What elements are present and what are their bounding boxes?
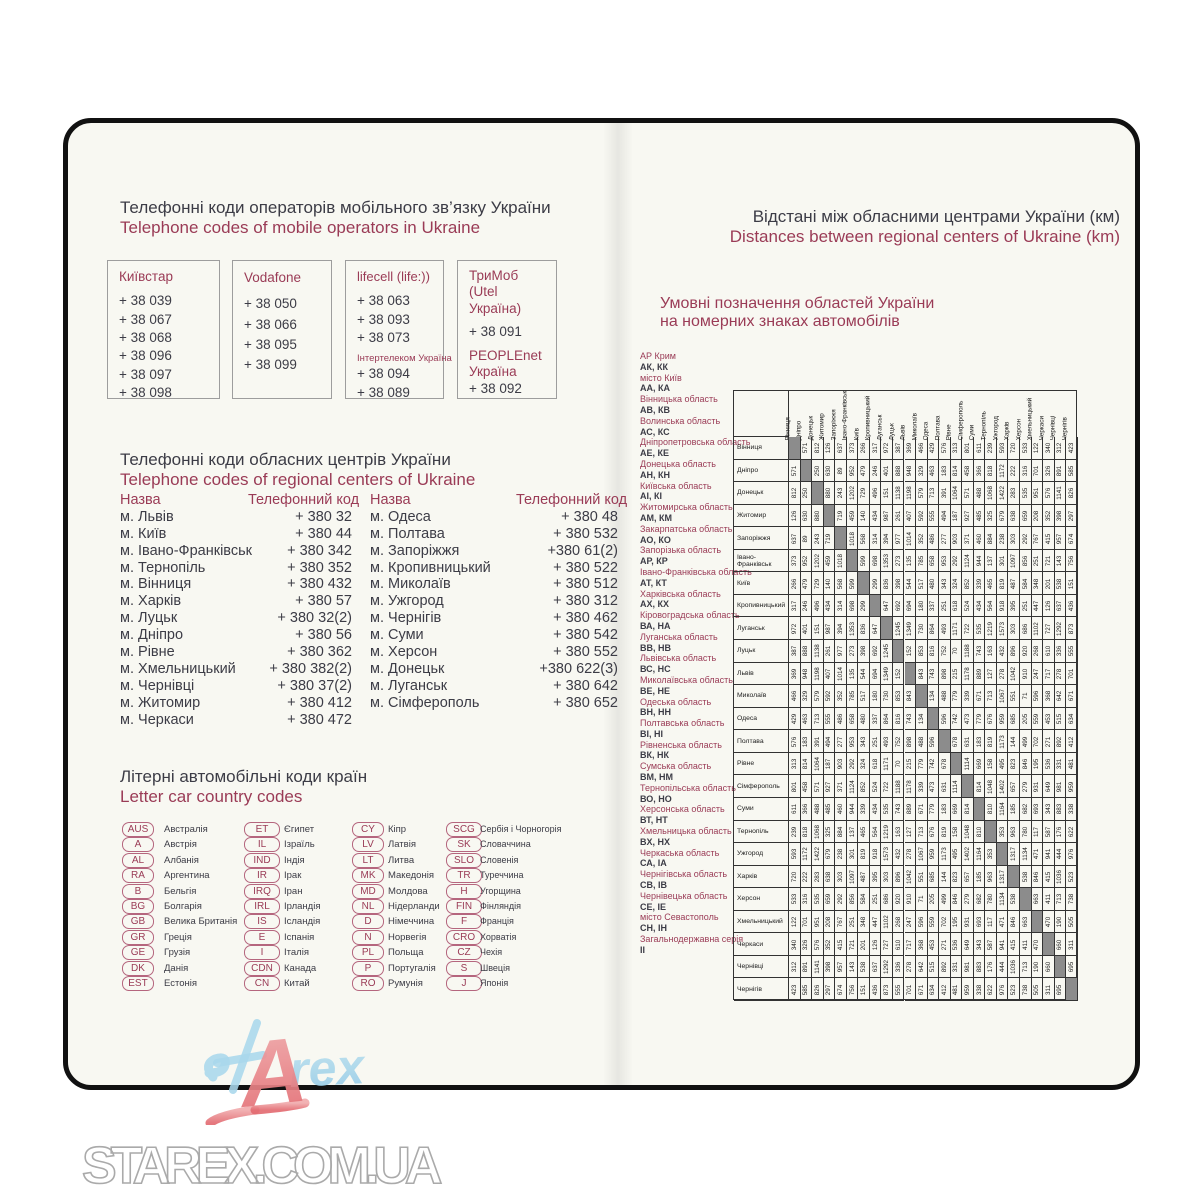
svg-text:STAREX.COM.UA: STAREX.COM.UA xyxy=(82,1143,442,1193)
svg-text:A: A xyxy=(232,1019,311,1125)
